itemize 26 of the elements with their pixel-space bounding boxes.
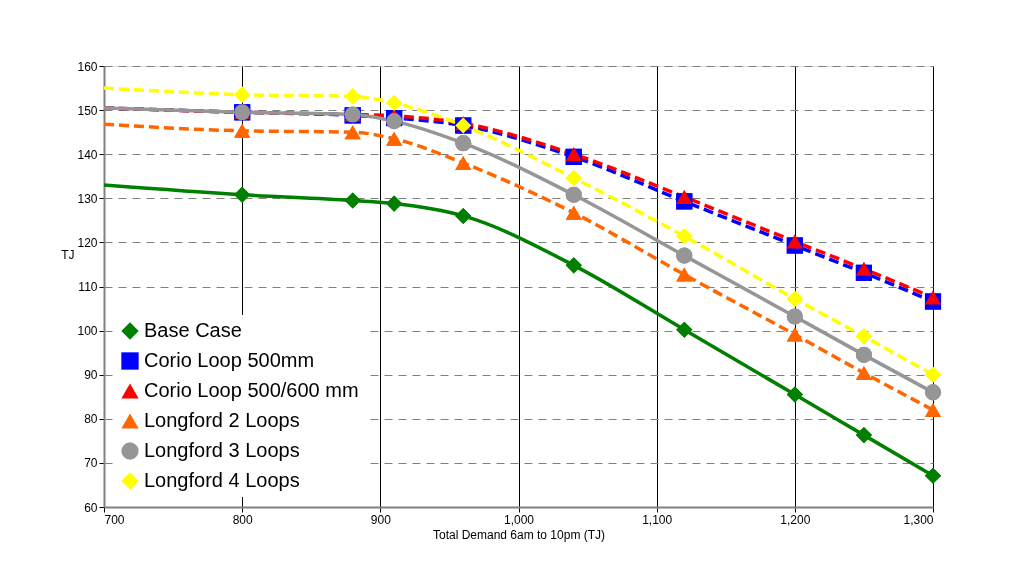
y-tick-label: 80 [84, 412, 98, 427]
legend-label: Longford 2 Loops [144, 409, 300, 431]
legend-label: Base Case [144, 319, 242, 341]
y-tick-label: 160 [77, 59, 98, 74]
y-tick-label: 130 [77, 191, 98, 206]
y-axis-title: TJ [61, 247, 75, 262]
y-tick-label: 150 [77, 103, 98, 118]
x-tick-label: 700 [104, 512, 125, 527]
y-tick-label: 60 [84, 500, 98, 515]
x-tick-label: 1,300 [903, 512, 934, 527]
legend-label: Longford 3 Loops [144, 439, 300, 461]
y-tick-label: 110 [78, 280, 98, 294]
y-tick-label: 100 [77, 324, 98, 339]
y-tick-label: 70 [84, 456, 98, 471]
y-tick-label: 90 [84, 368, 98, 383]
legend-label: Longford 4 Loops [144, 469, 300, 491]
x-tick-label: 800 [232, 512, 253, 527]
x-tick-label: 1,200 [780, 512, 811, 527]
y-tick-label: 140 [77, 147, 98, 162]
legend-label: Corio Loop 500mm [144, 349, 315, 371]
legend-label: Corio Loop 500/600 mm [144, 379, 359, 401]
x-tick-label: 1,000 [503, 512, 535, 527]
y-tick-label: 120 [77, 235, 98, 250]
x-tick-label: 1,100 [642, 512, 673, 527]
x-tick-label: 900 [370, 512, 392, 527]
x-axis-title: Total Demand 6am to 10pm (TJ) [432, 527, 606, 542]
